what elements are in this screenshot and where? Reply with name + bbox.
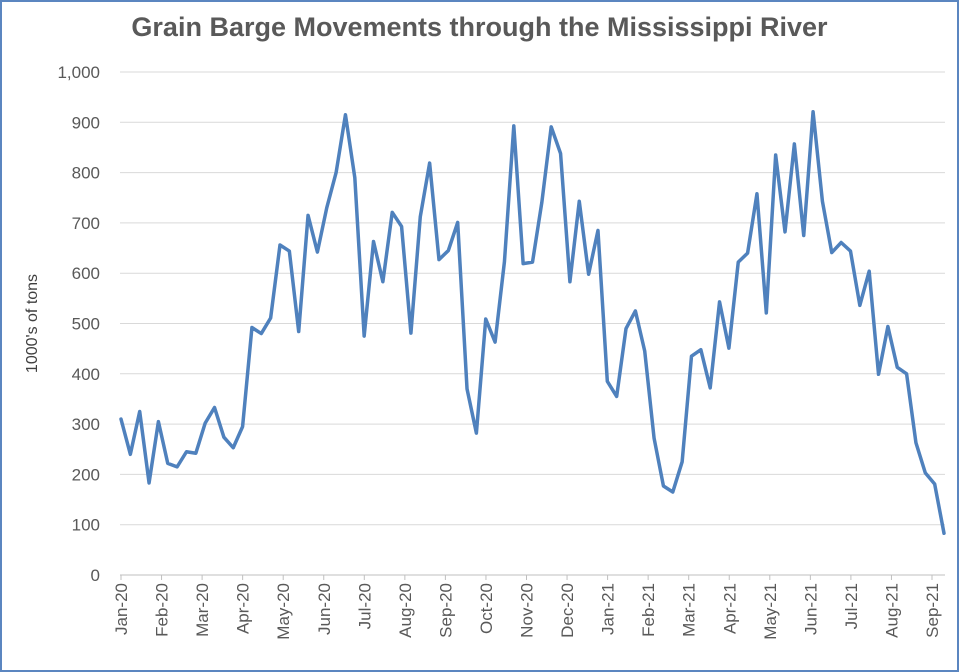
x-tick-label: Apr-21 [720, 583, 739, 634]
chart-title: Grain Barge Movements through the Missis… [131, 12, 828, 42]
x-tick-label: Dec-20 [558, 583, 577, 638]
x-tick-label: Sep-21 [923, 583, 942, 638]
y-tick-label: 300 [72, 415, 100, 434]
x-tick-label: Mar-20 [193, 583, 212, 637]
x-tick-label: May-20 [274, 583, 293, 640]
x-tick-label: Apr-20 [234, 583, 253, 634]
y-tick-label: 1,000 [57, 63, 100, 82]
y-tick-label: 700 [72, 214, 100, 233]
x-tick-label: Mar-21 [680, 583, 699, 637]
x-tick-label: Oct-20 [477, 583, 496, 634]
x-tick-label: Jul-20 [355, 583, 374, 629]
x-tick-label: May-21 [761, 583, 780, 640]
x-tick-label: Jun-20 [315, 583, 334, 635]
y-tick-label: 500 [72, 315, 100, 334]
x-tick-label: Jan-20 [112, 583, 131, 635]
y-tick-label: 800 [72, 164, 100, 183]
y-tick-label: 100 [72, 516, 100, 535]
x-tick-label: Feb-21 [639, 583, 658, 637]
y-tick-label: 600 [72, 264, 100, 283]
y-tick-label: 0 [91, 566, 100, 585]
y-tick-label: 900 [72, 113, 100, 132]
x-tick-label: Jun-21 [801, 583, 820, 635]
x-tick-label: Aug-21 [882, 583, 901, 638]
y-tick-label: 200 [72, 465, 100, 484]
series-line [119, 109, 946, 535]
x-tick-label: Sep-20 [436, 583, 455, 638]
x-tick-label: Feb-20 [153, 583, 172, 637]
x-tick-label: Jul-21 [842, 583, 861, 629]
x-tick-label: Aug-20 [396, 583, 415, 638]
x-tick-label: Nov-20 [518, 583, 537, 638]
y-tick-label: 400 [72, 365, 100, 384]
x-tick-label: Jan-21 [599, 583, 618, 635]
y-axis-label: 1000's of tons [24, 274, 41, 373]
